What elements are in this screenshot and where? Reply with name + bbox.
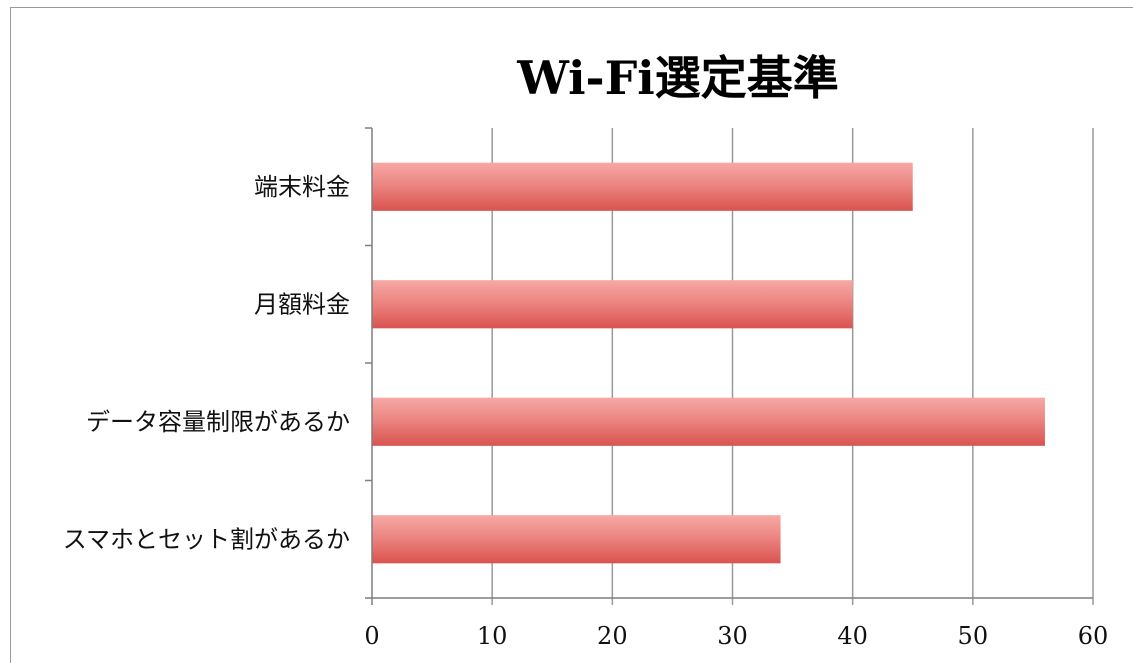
category-label: 月額料金 bbox=[254, 290, 350, 318]
bar-1 bbox=[372, 280, 853, 329]
x-tick-label: 60 bbox=[1078, 622, 1109, 650]
x-tick-label: 10 bbox=[477, 622, 508, 650]
labels: 0 10 20 30 40 50 60 端末料金月額料金データ容量制限があるかスマホとセット割… bbox=[63, 173, 1109, 650]
x-tick-label: 30 bbox=[717, 622, 748, 650]
category-label: スマホとセット割があるか bbox=[63, 525, 350, 553]
x-tick-label: 20 bbox=[597, 622, 628, 650]
category-label: データ容量制限があるか bbox=[86, 408, 350, 436]
chart-title: Wi-Fi選定基準 bbox=[516, 51, 839, 105]
x-tick-label: 50 bbox=[958, 622, 989, 650]
x-tick-label: 0 bbox=[364, 622, 379, 650]
category-label: 端末料金 bbox=[254, 173, 350, 201]
bar-3 bbox=[372, 515, 781, 564]
axes bbox=[365, 127, 1093, 605]
bar-0 bbox=[372, 162, 913, 211]
bars bbox=[372, 162, 1045, 564]
bar-2 bbox=[372, 397, 1045, 446]
x-tick-label: 40 bbox=[837, 622, 868, 650]
